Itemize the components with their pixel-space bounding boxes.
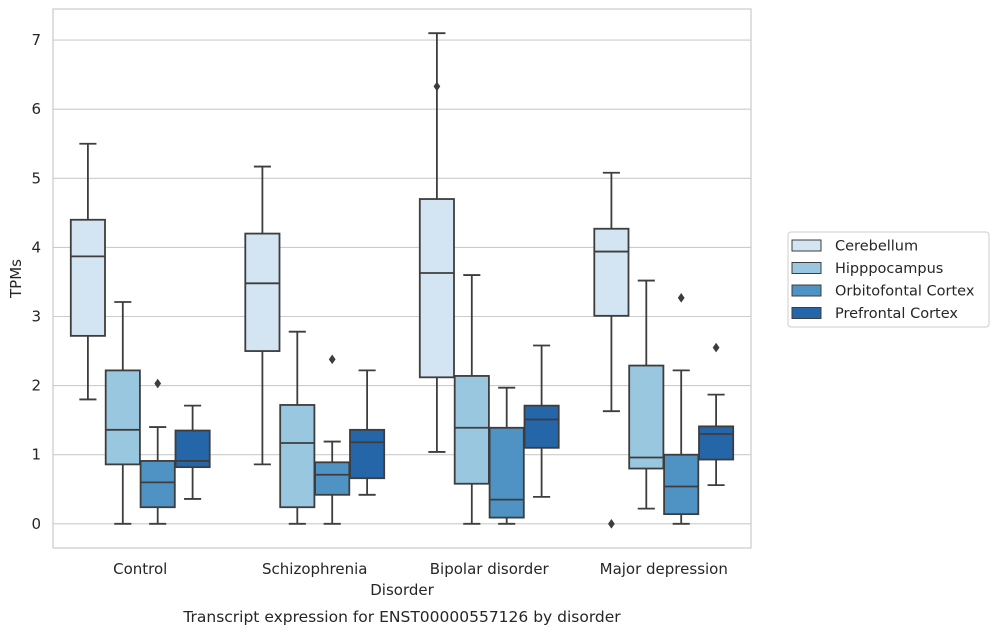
x-axis-label: Disorder xyxy=(370,581,434,599)
outlier-point xyxy=(712,342,720,353)
legend-swatch xyxy=(791,307,822,319)
box-3-3 xyxy=(698,342,735,487)
y-tick-label: 5 xyxy=(31,169,41,187)
y-tick-label: 0 xyxy=(31,515,41,533)
legend-swatch xyxy=(791,239,822,252)
legend-label: Prefrontal Cortex xyxy=(835,306,958,322)
box-body xyxy=(663,453,700,516)
box-1-1 xyxy=(279,330,316,525)
box-body xyxy=(104,369,141,466)
gridlines xyxy=(53,39,751,525)
x-tick-label: Major depression xyxy=(600,560,728,578)
box-3-1 xyxy=(349,369,386,496)
outlier-point xyxy=(328,354,336,365)
box-2-3 xyxy=(663,293,700,525)
box-body xyxy=(139,460,176,509)
y-tick-label: 3 xyxy=(31,308,41,326)
x-axis-ticks: Control Schizophrenia Bipolar disorder Majo… xyxy=(113,560,728,578)
legend-swatch xyxy=(791,262,822,274)
legend-label: Orbitofontal Cortex xyxy=(835,284,975,300)
box-2-1 xyxy=(314,354,351,525)
y-axis-label: TPMs xyxy=(7,259,25,299)
legend-label: Hipppocampus xyxy=(835,261,943,277)
box-body xyxy=(279,404,316,509)
box-1-0 xyxy=(104,301,141,525)
outlier-point xyxy=(433,81,441,92)
box-0-1 xyxy=(244,165,281,466)
box-body xyxy=(453,375,490,485)
box-body xyxy=(69,218,106,337)
plot-frame xyxy=(52,8,752,549)
box-body xyxy=(314,461,351,496)
box-1-3 xyxy=(628,279,665,510)
box-0-3 xyxy=(593,171,630,529)
box-body xyxy=(698,425,735,461)
legend: Cerebellum Hipppocampus Orbitofontal Corte… xyxy=(787,231,990,328)
y-tick-label: 2 xyxy=(31,377,41,395)
box-body xyxy=(593,227,630,317)
box-plots xyxy=(69,32,735,529)
outlier-point xyxy=(677,293,685,303)
box-3-2 xyxy=(523,344,560,498)
box-0-0 xyxy=(69,142,106,401)
y-tick-label: 1 xyxy=(31,446,41,464)
legend-swatch xyxy=(791,284,822,297)
box-1-2 xyxy=(453,274,490,525)
box-2-2 xyxy=(488,386,525,525)
legend-label: Cerebellum xyxy=(835,239,918,255)
x-tick-label: Schizophrenia xyxy=(262,560,367,578)
y-axis-ticks: 0 1 2 3 4 5 6 7 xyxy=(31,31,41,533)
outlier-point xyxy=(608,519,615,529)
outlier-point xyxy=(154,378,162,389)
box-3-0 xyxy=(174,404,211,500)
box-body xyxy=(418,198,455,379)
box-0-2 xyxy=(418,32,455,453)
box-2-0 xyxy=(139,378,176,525)
box-body xyxy=(523,404,560,449)
box-body xyxy=(488,426,525,519)
x-tick-label: Bipolar disorder xyxy=(430,560,550,578)
box-body xyxy=(244,232,281,352)
y-tick-label: 7 xyxy=(31,31,41,49)
y-tick-label: 4 xyxy=(31,238,41,256)
x-tick-label: Control xyxy=(113,560,167,578)
chart-caption: Transcript expression for ENST0000055712… xyxy=(182,608,621,626)
box-body xyxy=(628,364,665,470)
legend-frame xyxy=(787,231,990,328)
box-body xyxy=(349,428,386,480)
y-tick-label: 6 xyxy=(31,100,41,118)
